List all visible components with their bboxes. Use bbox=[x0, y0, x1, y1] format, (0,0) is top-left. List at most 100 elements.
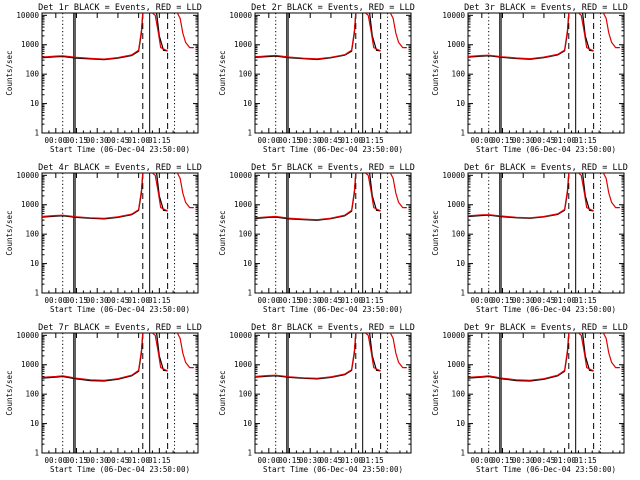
y-tick-label: 1000 bbox=[447, 40, 466, 49]
y-tick-label: 1 bbox=[34, 289, 39, 298]
y-tick-label: 100 bbox=[238, 230, 252, 239]
y-tick-label: 1000 bbox=[234, 200, 253, 209]
y-tick-label: 1000 bbox=[21, 40, 40, 49]
y-axis-label: Counts/sec bbox=[218, 370, 227, 415]
x-axis-label: Start Time (06-Dec-04 23:50:00) bbox=[263, 145, 403, 154]
x-tick-label: 00:15 bbox=[278, 136, 301, 145]
x-tick-label: 00:45 bbox=[320, 136, 343, 145]
series-line-lld bbox=[255, 333, 357, 379]
y-tick-label: 100 bbox=[451, 70, 465, 79]
y-axis-label: Counts/sec bbox=[5, 210, 14, 255]
x-tick-label: 00:00 bbox=[45, 136, 68, 145]
series-line-lld bbox=[42, 13, 144, 60]
plot-frame bbox=[41, 172, 199, 294]
x-tick-label: 00:45 bbox=[107, 136, 130, 145]
x-tick-label: 00:45 bbox=[107, 456, 130, 465]
series-line-lld bbox=[389, 173, 407, 209]
x-tick-label: 01:15 bbox=[361, 136, 384, 145]
x-tick-label: 01:00 bbox=[553, 456, 576, 465]
x-tick-label: 01:15 bbox=[148, 136, 171, 145]
x-tick-label: 00:00 bbox=[258, 456, 281, 465]
x-axis-label: Start Time (06-Dec-04 23:50:00) bbox=[263, 305, 403, 314]
x-tick-label: 00:30 bbox=[512, 136, 535, 145]
series-line-lld bbox=[602, 173, 620, 209]
series-line-events bbox=[255, 333, 357, 380]
series-line-lld bbox=[578, 13, 594, 51]
series-line-events bbox=[42, 333, 144, 382]
x-tick-label: 00:30 bbox=[512, 456, 535, 465]
plot-frame bbox=[254, 12, 412, 134]
x-tick-label: 01:15 bbox=[574, 456, 597, 465]
series-line-lld bbox=[255, 173, 357, 221]
x-tick-label: 00:00 bbox=[258, 136, 281, 145]
chart-title: Det 6r BLACK = Events, RED = LLD bbox=[464, 163, 628, 173]
x-tick-label: 00:45 bbox=[320, 296, 343, 305]
panel-4: Det 4r BLACK = Events, RED = LLD 1 10 100 10… bbox=[5, 163, 202, 314]
x-tick-label: 00:45 bbox=[533, 456, 556, 465]
y-tick-label: 10 bbox=[30, 419, 40, 428]
series-line-lld bbox=[176, 13, 194, 49]
series-line-events bbox=[255, 13, 357, 61]
y-tick-label: 1 bbox=[34, 129, 39, 138]
x-tick-label: 01:15 bbox=[361, 296, 384, 305]
x-tick-label: 00:30 bbox=[512, 296, 535, 305]
y-tick-label: 100 bbox=[25, 230, 39, 239]
plot-frame bbox=[254, 172, 412, 294]
series-line-lld bbox=[468, 173, 570, 219]
x-tick-label: 00:45 bbox=[533, 136, 556, 145]
y-tick-label: 1 bbox=[460, 129, 465, 138]
x-axis-label: Start Time (06-Dec-04 23:50:00) bbox=[50, 145, 190, 154]
x-tick-label: 00:15 bbox=[491, 136, 514, 145]
x-tick-label: 00:15 bbox=[491, 296, 514, 305]
chart-title: Det 3r BLACK = Events, RED = LLD bbox=[464, 3, 628, 13]
x-tick-label: 00:00 bbox=[471, 456, 494, 465]
panel-7: Det 7r BLACK = Events, RED = LLD 1 10 100 10… bbox=[5, 323, 202, 474]
y-tick-label: 1 bbox=[247, 289, 252, 298]
y-axis-label: Counts/sec bbox=[431, 210, 440, 255]
y-axis-label: Counts/sec bbox=[218, 50, 227, 95]
x-tick-label: 01:15 bbox=[574, 136, 597, 145]
x-tick-label: 01:15 bbox=[148, 456, 171, 465]
x-tick-label: 00:15 bbox=[278, 296, 301, 305]
y-tick-label: 10 bbox=[456, 419, 466, 428]
series-line-lld bbox=[255, 13, 357, 60]
panel-1: Det 1r BLACK = Events, RED = LLD 1 10 100 10… bbox=[5, 3, 202, 154]
series-line-lld bbox=[152, 13, 168, 51]
y-tick-label: 10 bbox=[243, 419, 253, 428]
y-tick-label: 10000 bbox=[229, 331, 252, 340]
y-tick-label: 10000 bbox=[16, 171, 39, 180]
x-tick-label: 00:30 bbox=[299, 296, 322, 305]
series-line-lld bbox=[578, 173, 594, 211]
y-tick-label: 10 bbox=[243, 259, 253, 268]
panel-6: Det 6r BLACK = Events, RED = LLD 1 10 100 10… bbox=[431, 163, 628, 314]
x-tick-label: 01:00 bbox=[127, 456, 150, 465]
x-tick-label: 00:45 bbox=[107, 296, 130, 305]
series-line-lld bbox=[602, 333, 620, 369]
plot-frame bbox=[467, 12, 625, 134]
panel-2: Det 2r BLACK = Events, RED = LLD 1 10 100 10… bbox=[218, 3, 415, 154]
y-axis-label: Counts/sec bbox=[431, 370, 440, 415]
chart-title: Det 2r BLACK = Events, RED = LLD bbox=[251, 3, 415, 13]
series-line-lld bbox=[365, 173, 381, 211]
panel-5: Det 5r BLACK = Events, RED = LLD 1 10 100 10… bbox=[218, 163, 415, 314]
series-line-events bbox=[42, 173, 144, 220]
x-axis-label: Start Time (06-Dec-04 23:50:00) bbox=[263, 465, 403, 474]
y-tick-label: 1 bbox=[460, 449, 465, 458]
y-axis-label: Counts/sec bbox=[431, 50, 440, 95]
y-tick-label: 10 bbox=[30, 259, 40, 268]
x-tick-label: 00:00 bbox=[471, 136, 494, 145]
y-tick-label: 10000 bbox=[229, 171, 252, 180]
x-tick-label: 00:15 bbox=[65, 296, 88, 305]
y-tick-label: 100 bbox=[451, 390, 465, 399]
y-tick-label: 1000 bbox=[447, 360, 466, 369]
y-tick-label: 10000 bbox=[442, 331, 465, 340]
series-line-lld bbox=[602, 13, 620, 49]
x-tick-label: 00:00 bbox=[471, 296, 494, 305]
series-line-lld bbox=[468, 13, 570, 60]
y-tick-label: 10000 bbox=[229, 11, 252, 20]
x-tick-label: 01:00 bbox=[553, 136, 576, 145]
x-tick-label: 00:45 bbox=[320, 456, 343, 465]
x-tick-label: 00:15 bbox=[491, 456, 514, 465]
plot-frame bbox=[254, 332, 412, 454]
series-line-lld bbox=[365, 13, 381, 51]
